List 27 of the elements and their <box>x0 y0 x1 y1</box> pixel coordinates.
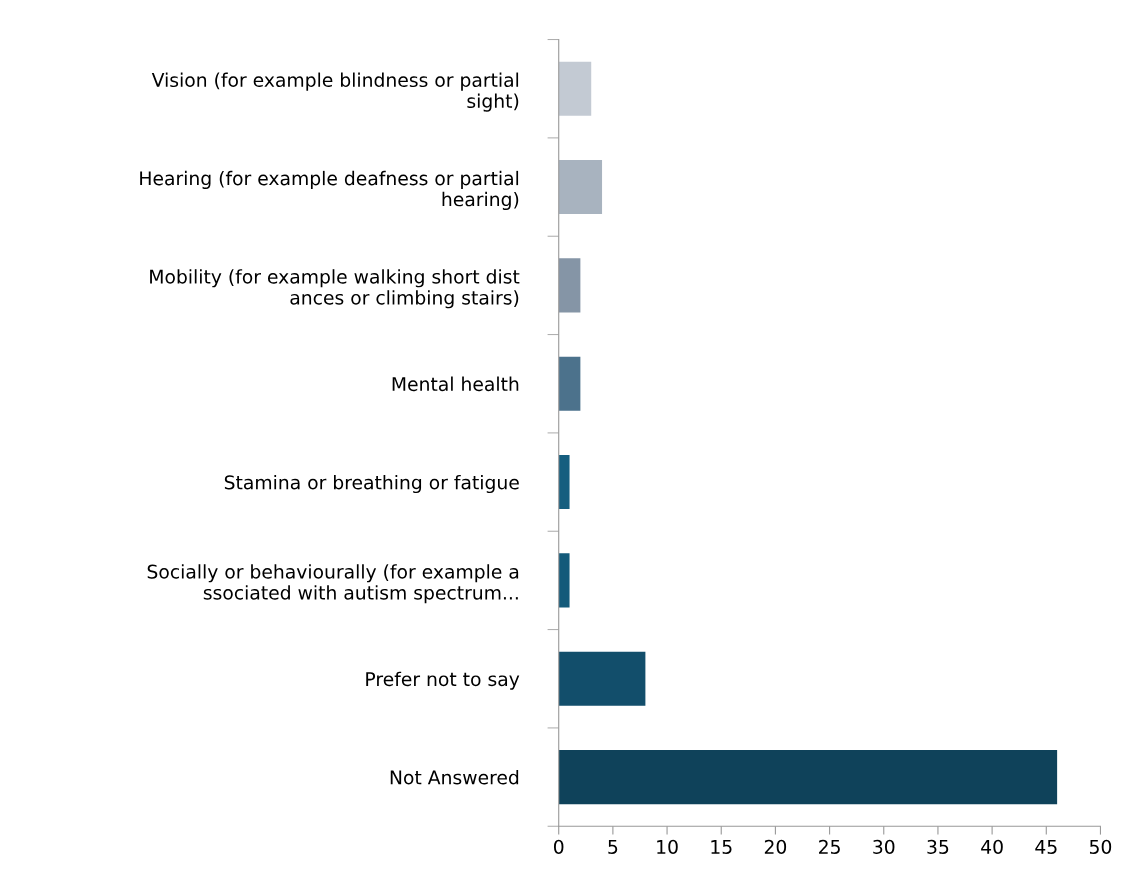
x-tick-label: 50 <box>1089 839 1112 854</box>
x-tick-label: 35 <box>927 839 949 854</box>
y-tick-label: Mobility (for example walking short dist ances or climbing stairs) <box>150 269 520 309</box>
y-tick-label: Mental health <box>392 376 519 392</box>
x-tick-label: 5 <box>608 840 618 854</box>
x-tick-label: 20 <box>764 839 787 854</box>
bar <box>558 356 581 411</box>
y-tick-label: Vision (for example blindness or partial sight) <box>151 72 519 112</box>
bar <box>558 61 592 116</box>
y-tick-label: Socially or behaviourally (for example a ssociated with autism spectrum... <box>147 564 519 604</box>
x-tick-label: 30 <box>873 839 895 854</box>
bar <box>558 455 570 510</box>
y-tick-label: Not Answered <box>390 769 519 785</box>
bar <box>558 553 570 608</box>
bar <box>558 651 646 706</box>
x-tick-label: 15 <box>711 840 732 854</box>
y-tick-label: Prefer not to say <box>366 671 520 690</box>
bar <box>558 160 603 215</box>
y-tick-label: Stamina or breathing or fatigue <box>224 474 519 494</box>
x-tick-label: 40 <box>981 839 1003 854</box>
bar <box>558 750 1058 805</box>
x-tick-label: 10 <box>657 839 678 854</box>
x-tick-label: 45 <box>1035 840 1057 854</box>
y-tick-label: Hearing (for example deafness or partial hearing) <box>140 170 519 211</box>
x-tick-label: 0 <box>553 839 564 854</box>
bar <box>558 258 581 313</box>
x-tick-label: 25 <box>819 839 840 854</box>
